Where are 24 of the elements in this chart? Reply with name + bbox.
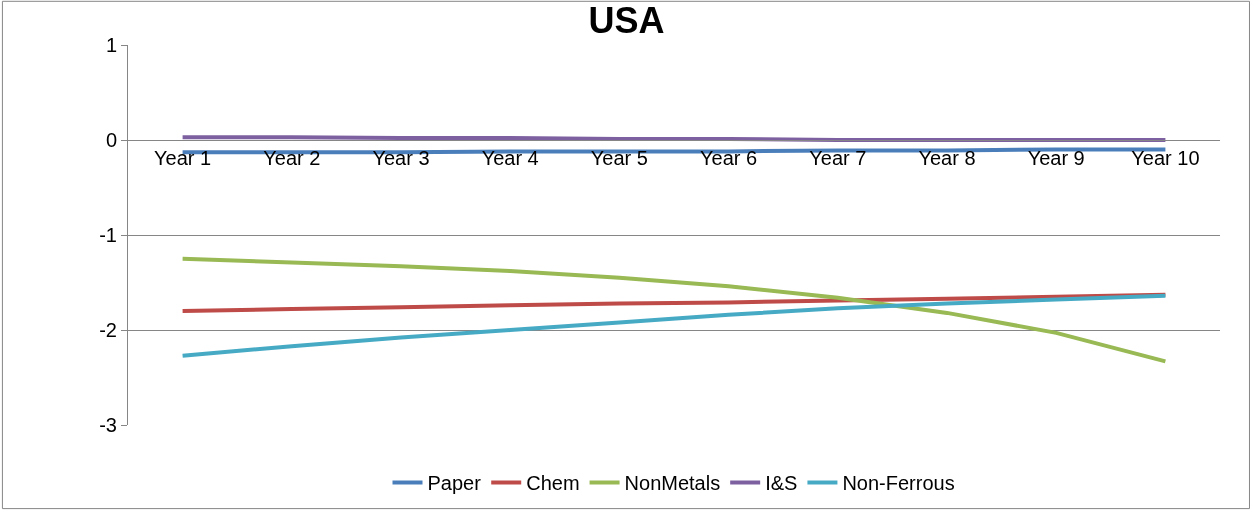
x-tick-label: Year 7 (809, 147, 867, 169)
y-tick-label: -1 (99, 224, 117, 246)
legend-label: I&S (765, 472, 798, 495)
legend-label: NonMetals (624, 472, 721, 495)
x-tick-label: Year 2 (263, 147, 321, 169)
x-tick-label: Year 10 (1131, 147, 1200, 169)
x-tick-label: Year 5 (590, 147, 648, 169)
x-tick-label: Year 1 (154, 147, 212, 169)
y-tick-label: -3 (99, 414, 117, 436)
line-series (180, 256, 1168, 364)
line-series (180, 293, 1168, 358)
y-tick-label: -2 (99, 319, 117, 341)
legend-label: Non-Ferrous (842, 472, 955, 495)
legend-label: Paper (427, 472, 482, 495)
x-tick-label: Year 3 (372, 147, 430, 169)
x-tick-label: Year 6 (700, 147, 758, 169)
x-tick-label: Year 9 (1027, 147, 1085, 169)
line-series (180, 292, 1168, 313)
x-tick-label: Year 4 (481, 147, 539, 169)
legend-label: Chem (526, 472, 580, 495)
x-tick-label: Year 8 (918, 147, 976, 169)
chart-title: USA (588, 0, 665, 41)
y-tick-label: 0 (105, 129, 117, 151)
y-tick-label: 1 (105, 34, 117, 56)
